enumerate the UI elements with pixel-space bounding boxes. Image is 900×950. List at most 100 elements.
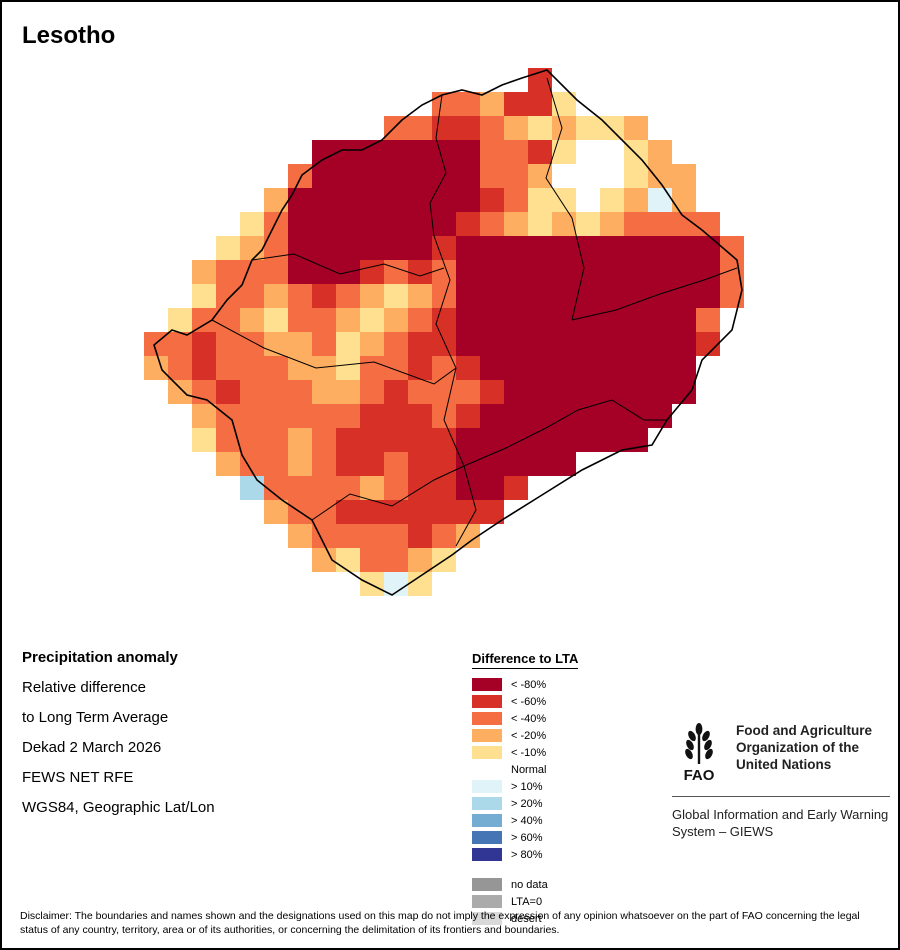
map-cell xyxy=(192,476,216,500)
map-cell xyxy=(264,140,288,164)
map-cell xyxy=(600,404,624,428)
map-cell xyxy=(672,500,696,524)
map-cell xyxy=(216,140,240,164)
map-cell xyxy=(288,332,312,356)
map-cell xyxy=(144,284,168,308)
map-cell xyxy=(696,260,720,284)
map-cell xyxy=(240,452,264,476)
legend-item-label: < -60% xyxy=(511,695,547,708)
map-cell xyxy=(696,524,720,548)
map-cell xyxy=(528,524,552,548)
legend-swatch xyxy=(472,780,502,793)
legend-swatch xyxy=(472,763,502,776)
legend-swatch xyxy=(472,797,502,810)
map-cell xyxy=(672,188,696,212)
map-cell xyxy=(144,140,168,164)
map-cell xyxy=(696,116,720,140)
map-cell xyxy=(408,140,432,164)
legend-item-label: < -10% xyxy=(511,746,547,759)
legend-item: > 40% xyxy=(472,812,672,829)
map-cell xyxy=(312,548,336,572)
map-cell xyxy=(480,140,504,164)
map-cell xyxy=(360,68,384,92)
map-cell xyxy=(264,260,288,284)
map-cell xyxy=(432,452,456,476)
map-cell xyxy=(168,92,192,116)
legend-item-label: < -40% xyxy=(511,712,547,725)
map-cell xyxy=(720,92,744,116)
map-cell xyxy=(624,500,648,524)
map-cell xyxy=(216,116,240,140)
map-cell xyxy=(576,500,600,524)
map-cell xyxy=(600,92,624,116)
map-cell xyxy=(288,524,312,548)
map-cell xyxy=(648,332,672,356)
map-cell xyxy=(504,188,528,212)
map-cell xyxy=(312,260,336,284)
map-cell xyxy=(504,92,528,116)
map-cell xyxy=(504,116,528,140)
map-grid xyxy=(144,68,744,596)
map-cell xyxy=(168,188,192,212)
map-cell xyxy=(360,332,384,356)
map-cell xyxy=(168,236,192,260)
map-cell xyxy=(480,236,504,260)
map-cell xyxy=(456,500,480,524)
map-cell xyxy=(456,308,480,332)
legend-item-label: > 80% xyxy=(511,848,543,861)
map-cell xyxy=(384,308,408,332)
map-cell xyxy=(312,380,336,404)
map-cell xyxy=(168,308,192,332)
map-cell xyxy=(456,428,480,452)
map-cell xyxy=(144,260,168,284)
map-cell xyxy=(264,380,288,404)
map-cell xyxy=(216,92,240,116)
map-cell xyxy=(624,404,648,428)
map-cell xyxy=(192,260,216,284)
map-cell xyxy=(288,476,312,500)
map-cell xyxy=(528,380,552,404)
map-cell xyxy=(336,236,360,260)
map-cell xyxy=(600,236,624,260)
map-cell xyxy=(456,284,480,308)
map-cell xyxy=(360,164,384,188)
map-cell xyxy=(432,308,456,332)
map-cell xyxy=(528,548,552,572)
map-cell xyxy=(672,404,696,428)
info-line: Dekad 2 March 2026 xyxy=(22,739,162,756)
wheat-ear-icon xyxy=(685,723,713,760)
map-cell xyxy=(384,548,408,572)
map-cell xyxy=(240,524,264,548)
map-cell xyxy=(576,116,600,140)
map-cell xyxy=(144,452,168,476)
map-cell xyxy=(576,452,600,476)
map-cell xyxy=(672,476,696,500)
map-cell xyxy=(216,188,240,212)
map-cell xyxy=(720,236,744,260)
legend-swatch xyxy=(472,712,502,725)
map-cell xyxy=(264,428,288,452)
map-cell xyxy=(144,92,168,116)
map-cell xyxy=(648,548,672,572)
map-cell xyxy=(696,284,720,308)
info-line: to Long Term Average xyxy=(22,709,169,726)
map-cell xyxy=(648,572,672,596)
map-cell xyxy=(504,356,528,380)
map-cell xyxy=(192,572,216,596)
fao-logo: FAO xyxy=(684,723,715,784)
map-cell xyxy=(648,404,672,428)
map-cell xyxy=(288,548,312,572)
map-cell xyxy=(336,500,360,524)
map-cell xyxy=(432,68,456,92)
map-cell xyxy=(312,140,336,164)
map-cell xyxy=(504,572,528,596)
giews-text: Global Information and Early Warning Sys… xyxy=(672,807,889,839)
legend-item-label: Normal xyxy=(511,763,547,776)
map-cell xyxy=(432,356,456,380)
map-cell xyxy=(552,404,576,428)
map-cell xyxy=(624,116,648,140)
map-cell xyxy=(504,548,528,572)
map-cell xyxy=(648,260,672,284)
lesotho-map xyxy=(144,68,744,596)
map-cell xyxy=(288,212,312,236)
